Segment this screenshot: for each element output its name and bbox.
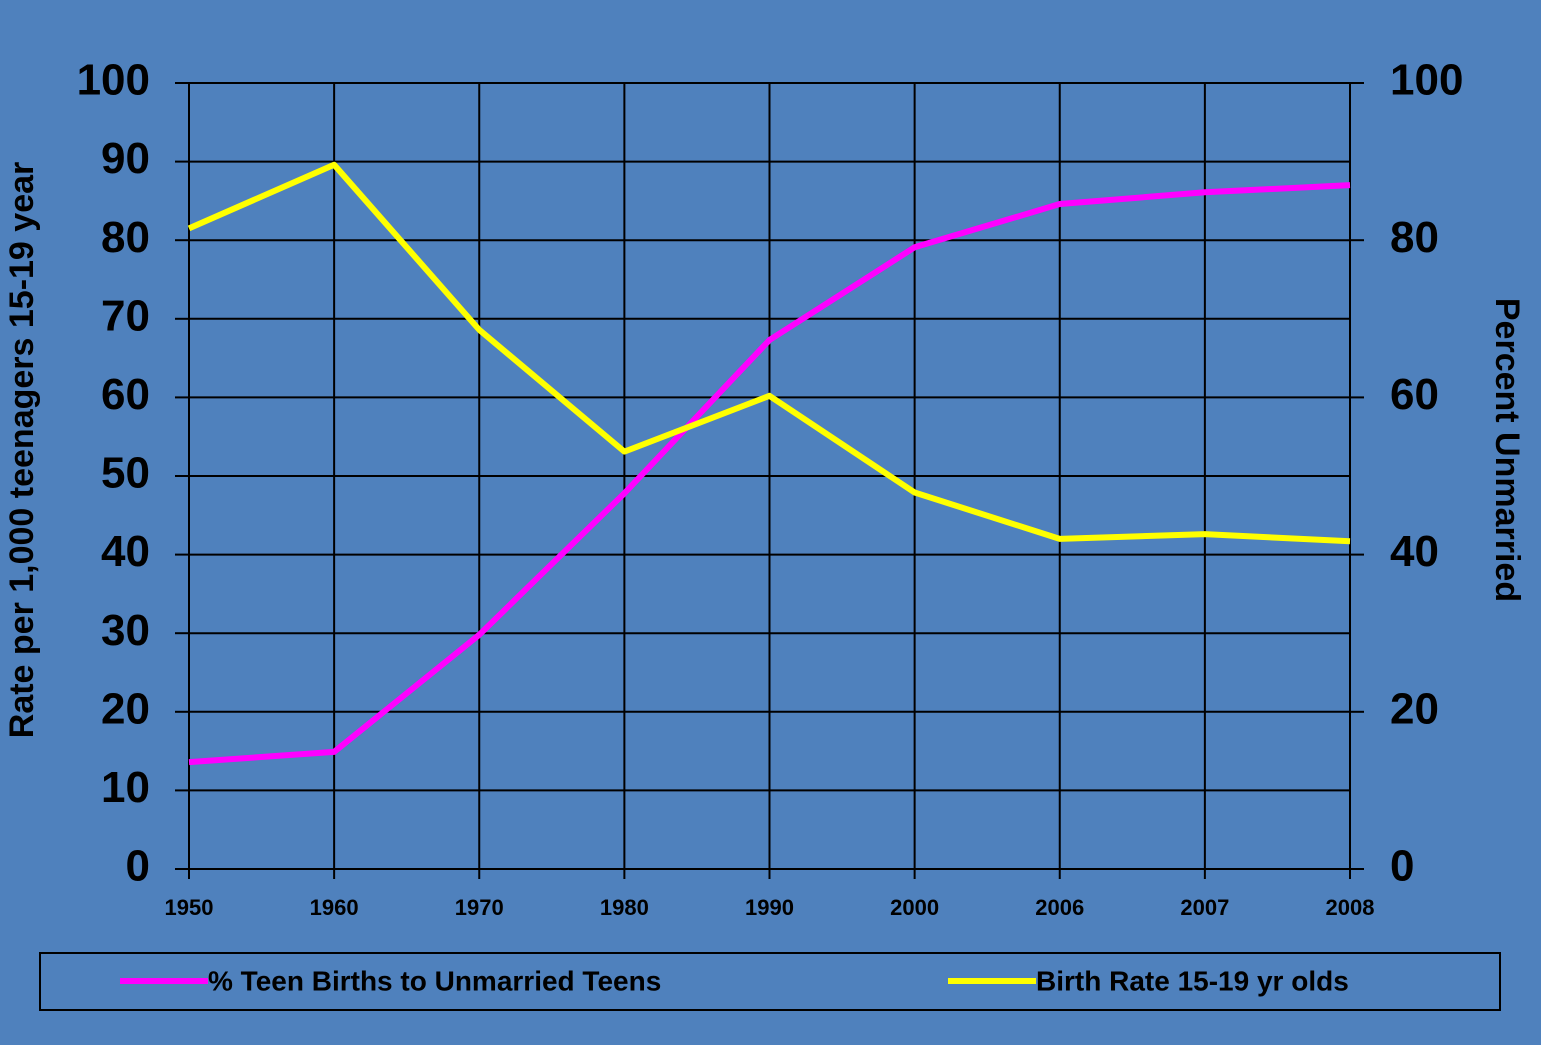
legend-label: % Teen Births to Unmarried Teens <box>208 965 661 996</box>
y-tick-label: 10 <box>101 763 150 812</box>
y-tick-label: 90 <box>101 134 150 183</box>
y2-tick-label: 60 <box>1390 370 1439 419</box>
y2-tick-label: 40 <box>1390 527 1439 576</box>
y2-axis-title: Percent Unmarried <box>1488 298 1526 602</box>
y2-tick-label: 20 <box>1390 684 1439 733</box>
legend-box <box>39 952 1501 1011</box>
x-tick-label: 1970 <box>455 895 504 920</box>
y-tick-label: 100 <box>77 56 150 105</box>
x-tick-label: 1950 <box>165 895 214 920</box>
y-tick-label: 0 <box>126 842 150 891</box>
y2-tick-label: 100 <box>1390 56 1463 105</box>
series-line <box>187 161 1351 545</box>
y-tick-label: 40 <box>101 527 150 576</box>
y-tick-label: 80 <box>101 213 150 262</box>
y-tick-label: 20 <box>101 684 150 733</box>
series-line <box>188 182 1351 766</box>
y-tick-label: 60 <box>101 370 150 419</box>
y2-tick-label: 0 <box>1390 842 1414 891</box>
x-tick-label: 2006 <box>1035 895 1084 920</box>
x-tick-label: 1980 <box>600 895 649 920</box>
legend-label: Birth Rate 15-19 yr olds <box>1036 965 1349 996</box>
x-tick-label: 1960 <box>310 895 359 920</box>
x-tick-label: 1990 <box>745 895 794 920</box>
y-tick-label: 50 <box>101 449 150 498</box>
y-axis-title: Rate per 1,000 teenagers 15-19 year <box>3 162 41 738</box>
x-tick-label: 2007 <box>1180 895 1229 920</box>
y-tick-label: 30 <box>101 606 150 655</box>
y-tick-label: 70 <box>101 291 150 340</box>
x-tick-label: 2008 <box>1326 895 1375 920</box>
y2-tick-label: 80 <box>1390 213 1439 262</box>
x-tick-label: 2000 <box>890 895 939 920</box>
